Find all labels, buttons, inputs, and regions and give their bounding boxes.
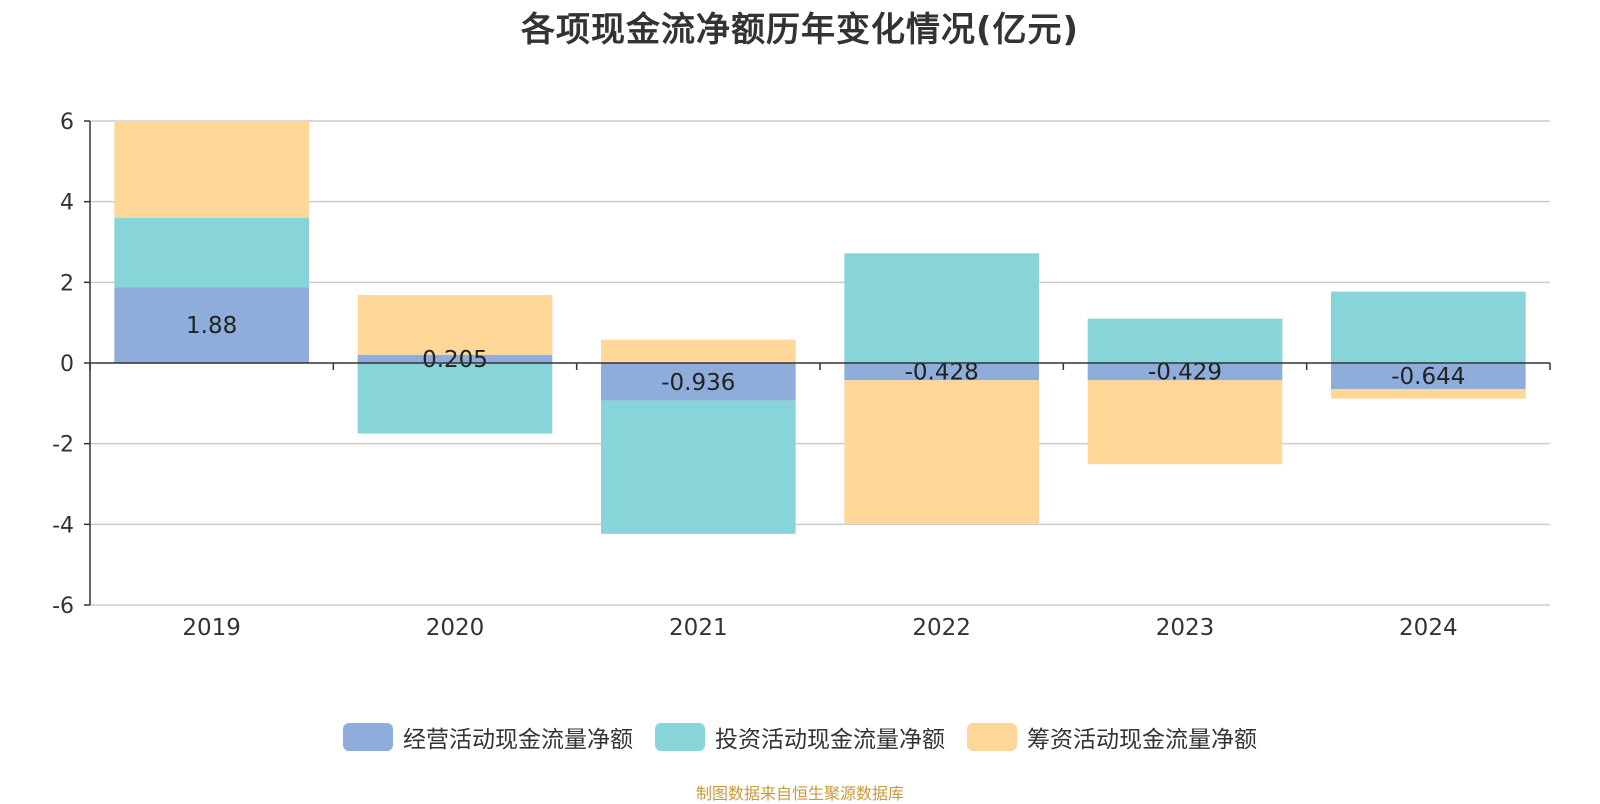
- bar-investing: [601, 400, 796, 534]
- data-label-operating: -0.428: [905, 360, 979, 386]
- bar-operating: [1087, 363, 1283, 381]
- y-tick-label: 4: [60, 191, 74, 216]
- x-tick-label: 2024: [1399, 615, 1458, 641]
- legend-label-financing: 筹资活动现金流量净额: [1027, 727, 1257, 753]
- legend: 经营活动现金流量净额 投资活动现金流量净额 筹资活动现金流量净额: [0, 720, 1600, 754]
- legend-item-financing[interactable]: 筹资活动现金流量净额: [967, 720, 1257, 754]
- bar-investing: [844, 253, 1039, 363]
- bar-investing: [1331, 291, 1526, 363]
- bar-operating: [1331, 363, 1526, 389]
- bar-financing: [1331, 388, 1526, 399]
- legend-swatch-investing: [655, 723, 705, 751]
- x-tick-label: 2023: [1156, 615, 1215, 641]
- bar-operating: [357, 354, 553, 363]
- bar-financing: [114, 121, 309, 218]
- data-label-operating: -0.429: [1148, 360, 1222, 386]
- bar-financing: [844, 380, 1039, 524]
- legend-item-operating[interactable]: 经营活动现金流量净额: [343, 720, 633, 754]
- bar-financing: [601, 339, 796, 363]
- data-label-operating: 1.88: [186, 313, 237, 339]
- legend-swatch-financing: [967, 723, 1017, 751]
- x-tick-label: 2022: [912, 615, 971, 641]
- x-tick-label: 2020: [426, 615, 485, 641]
- y-tick-label: 2: [60, 271, 74, 296]
- legend-label-operating: 经营活动现金流量净额: [403, 727, 633, 753]
- bar-investing: [1087, 318, 1283, 363]
- bar-investing: [357, 363, 553, 434]
- y-tick-label: -4: [52, 513, 74, 538]
- x-tick-label: 2019: [182, 615, 241, 641]
- legend-item-investing[interactable]: 投资活动现金流量净额: [655, 720, 945, 754]
- bar-financing: [1087, 380, 1283, 465]
- data-label-operating: -0.936: [661, 370, 735, 396]
- bar-financing: [357, 295, 553, 355]
- data-label-operating: 0.205: [422, 347, 488, 373]
- source-note: 制图数据来自恒生聚源数据库: [695, 784, 904, 803]
- bar-operating: [844, 363, 1039, 381]
- y-tick-label: -6: [52, 594, 74, 619]
- bar-operating: [601, 363, 796, 401]
- bar-operating: [114, 287, 309, 363]
- x-tick-label: 2021: [669, 615, 728, 641]
- legend-label-investing: 投资活动现金流量净额: [715, 727, 945, 753]
- legend-swatch-operating: [343, 723, 393, 751]
- bar-investing: [114, 217, 309, 288]
- y-tick-label: 6: [60, 110, 74, 135]
- y-tick-label: 0: [60, 352, 74, 377]
- data-label-operating: -0.644: [1391, 364, 1465, 390]
- y-tick-label: -2: [52, 433, 74, 458]
- chart-title: 各项现金流净额历年变化情况(亿元): [520, 10, 1080, 50]
